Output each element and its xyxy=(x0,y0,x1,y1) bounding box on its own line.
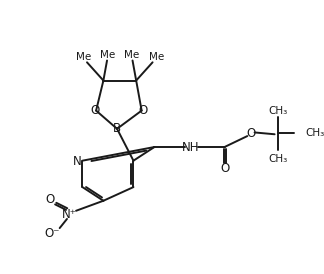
Text: Me: Me xyxy=(149,52,164,62)
Text: CH₃: CH₃ xyxy=(269,154,288,164)
Text: O: O xyxy=(138,104,147,117)
Text: CH₃: CH₃ xyxy=(306,128,324,138)
Text: O: O xyxy=(91,104,100,117)
Text: Me: Me xyxy=(124,50,139,60)
Text: Me: Me xyxy=(76,52,91,62)
Text: N⁺: N⁺ xyxy=(62,208,77,221)
Text: CH₃: CH₃ xyxy=(269,107,288,116)
Text: Me: Me xyxy=(100,50,116,60)
Text: N: N xyxy=(73,155,81,168)
Text: B: B xyxy=(113,122,121,135)
Text: O⁻: O⁻ xyxy=(45,227,60,240)
Text: O: O xyxy=(246,127,256,140)
Text: NH: NH xyxy=(182,141,200,153)
Text: O: O xyxy=(45,193,54,206)
Text: O: O xyxy=(220,162,229,175)
